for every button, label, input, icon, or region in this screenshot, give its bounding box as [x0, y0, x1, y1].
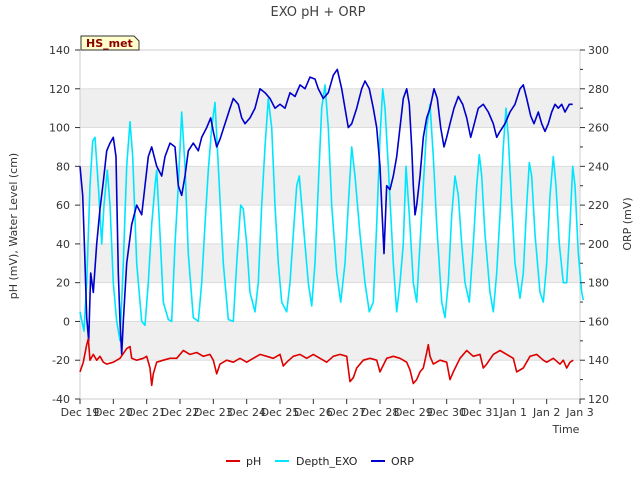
y-tick-label-left: 20: [56, 277, 70, 290]
legend-label-orp: ORP: [391, 455, 414, 468]
background-band: [80, 321, 580, 361]
series-line-ph: [79, 338, 574, 387]
y-tick-label-left: 40: [56, 238, 70, 251]
x-tick-label: Dec 20: [94, 406, 133, 419]
background-band: [80, 243, 580, 283]
y-tick-label-left: 120: [49, 83, 70, 96]
station-tag-label: HS_met: [86, 37, 133, 50]
x-tick-label: Dec 24: [227, 406, 266, 419]
x-tick-label: Dec 22: [161, 406, 200, 419]
x-tick-label: Dec 27: [327, 406, 366, 419]
axes: -40 -20 0 20 40 60 80 100 120 140 120 140 160 180 200 2…: [49, 44, 609, 419]
y-tick-label-left: 100: [49, 122, 70, 135]
x-axis-label: Time: [552, 423, 580, 436]
series-line-orp: [79, 68, 573, 356]
x-tick-label: Dec 19: [61, 406, 100, 419]
y-tick-label-right: 120: [588, 393, 609, 406]
x-tick-label: Dec 25: [261, 406, 300, 419]
y-tick-label-right: 140: [588, 354, 609, 367]
legend-label-depth-exo: Depth_EXO: [296, 455, 358, 468]
x-tick-label: Jan 3: [565, 406, 593, 419]
station-tag: HS_met: [80, 35, 140, 51]
station-tag-box: [80, 35, 140, 51]
y-tick-label-left: -20: [52, 354, 70, 367]
y-tick-label-right: 300: [588, 44, 609, 57]
x-tick-label: Dec 21: [127, 406, 166, 419]
y-tick-label-right: 240: [588, 160, 609, 173]
y-axis-right-label: ORP (mV): [621, 197, 634, 250]
series-line-depth-exo: [79, 84, 585, 342]
y-tick-label-left: -40: [52, 393, 70, 406]
y-tick-label-left: 60: [56, 199, 70, 212]
x-tick-label: Dec 26: [294, 406, 333, 419]
x-tick-label: Dec 28: [361, 406, 400, 419]
y-tick-label-right: 260: [588, 122, 609, 135]
x-tick-label: Dec 23: [194, 406, 233, 419]
legend: pH Depth_EXO ORP: [226, 455, 414, 468]
y-tick-label-right: 160: [588, 315, 609, 328]
y-tick-label-right: 220: [588, 199, 609, 212]
x-tick-label: Jan 1: [499, 406, 527, 419]
legend-label-ph: pH: [246, 455, 261, 468]
y-axis-left-label: pH (mV), Water Level (cm): [7, 153, 20, 299]
y-tick-label-left: 0: [63, 315, 70, 328]
y-tick-label-right: 280: [588, 83, 609, 96]
y-tick-label-left: 140: [49, 44, 70, 57]
background-band: [80, 88, 580, 128]
series-layer: [79, 68, 585, 387]
x-tick-label: Dec 30: [427, 406, 466, 419]
x-tick-label: Dec 31: [461, 406, 500, 419]
chart-title: EXO pH + ORP: [271, 5, 366, 20]
x-tick-label: Dec 29: [394, 406, 433, 419]
y-tick-label-left: 80: [56, 160, 70, 173]
y-tick-label-right: 200: [588, 238, 609, 251]
y-tick-label-right: 180: [588, 277, 609, 290]
x-tick-label: Jan 2: [532, 406, 560, 419]
